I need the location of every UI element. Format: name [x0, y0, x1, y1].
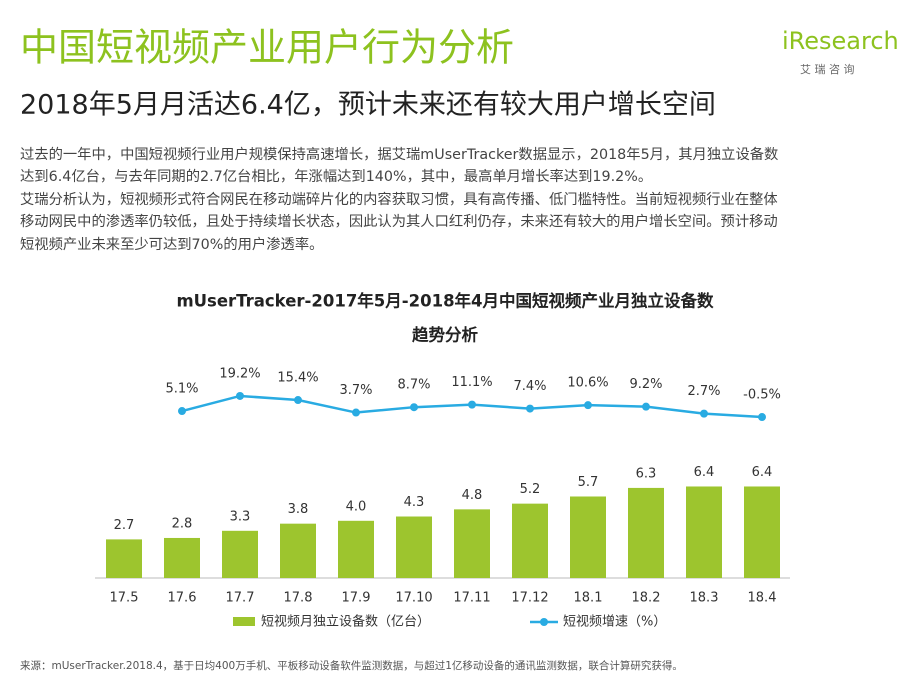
legend-label: 短视频月独立设备数（亿台） — [261, 614, 430, 630]
x-tick-label: 18.4 — [748, 591, 777, 606]
x-tick-label: 17.8 — [284, 591, 313, 606]
data-label: 15.4% — [277, 371, 318, 386]
bar — [628, 487, 664, 578]
line-point — [410, 403, 418, 412]
bar — [106, 539, 142, 578]
line-point — [178, 407, 186, 416]
bar — [744, 486, 780, 578]
x-tick-label: 18.2 — [632, 591, 661, 606]
x-tick-label: 18.1 — [574, 591, 603, 606]
paragraph-line: 过去的一年中，中国短视频行业用户规模保持高速增长，据艾瑞mUserTracker… — [20, 146, 778, 163]
data-label: 9.2% — [629, 377, 662, 392]
data-label: 3.7% — [339, 383, 372, 398]
data-label: 3.3 — [230, 509, 251, 524]
data-label: 5.2 — [520, 482, 541, 497]
legend-swatch — [233, 617, 255, 626]
chart-title: 趋势分析 — [412, 325, 479, 345]
logo: iResearch — [782, 27, 899, 55]
bar — [280, 523, 316, 578]
data-label: 6.4 — [752, 465, 773, 480]
line-point — [642, 402, 650, 411]
data-label: 2.7% — [687, 384, 720, 399]
bar — [686, 486, 722, 578]
slide-subtitle: 2018年5月月活达6.4亿，预计未来还有较大用户增长空间 — [20, 90, 716, 121]
bar — [338, 520, 374, 578]
line-point — [236, 391, 244, 400]
data-label: 19.2% — [219, 366, 260, 381]
bar — [164, 537, 200, 578]
data-label: -0.5% — [743, 388, 781, 403]
data-label: 10.6% — [567, 376, 608, 391]
slide-title: 中国短视频产业用户行为分析 — [20, 26, 514, 70]
bar — [570, 496, 606, 578]
x-tick-label: 17.11 — [453, 591, 490, 606]
data-label: 7.4% — [513, 379, 546, 394]
line-point — [352, 408, 360, 417]
source: 来源：mUserTracker.2018.4，基于日均400万手机、平板移动设备… — [20, 659, 683, 672]
data-label: 4.3 — [404, 495, 425, 510]
data-label: 2.8 — [172, 516, 193, 531]
paragraph-line: 艾瑞分析认为，短视频形式符合网民在移动端碎片化的内容获取习惯，具有高传播、低门槛… — [20, 191, 778, 208]
data-label: 11.1% — [451, 375, 492, 390]
data-label: 4.0 — [346, 499, 367, 514]
paragraph-line: 移动网民中的渗透率仍较低，且处于持续增长状态，因此认为其人口红利仍存，未来还有较… — [20, 212, 778, 230]
data-label: 6.3 — [636, 466, 657, 481]
line-point — [700, 409, 708, 418]
paragraph-line: 达到6.4亿台，与去年同期的2.7亿台相比，年涨幅达到140%，其中，最高单月增… — [20, 168, 652, 185]
data-label: 4.8 — [462, 488, 483, 503]
line-point — [294, 396, 302, 405]
data-label: 8.7% — [397, 378, 430, 393]
paragraph-line: 短视频产业未来至少可达到70%的用户渗透率。 — [20, 236, 323, 253]
legend-label: 短视频增速（%） — [563, 615, 666, 630]
bar — [454, 509, 490, 578]
line-point — [468, 400, 476, 409]
x-tick-label: 17.10 — [395, 591, 432, 606]
bar — [222, 530, 258, 578]
x-tick-label: 17.9 — [342, 591, 371, 606]
data-label: 5.7 — [578, 475, 599, 490]
x-tick-label: 17.6 — [168, 591, 197, 606]
bar — [396, 516, 432, 578]
line-point — [584, 401, 592, 410]
x-tick-label: 18.3 — [690, 591, 719, 606]
line-point — [758, 413, 766, 422]
x-tick-label: 17.7 — [226, 591, 255, 606]
legend-swatch — [540, 618, 548, 626]
logo-sub: 艾 瑞 咨 询 — [800, 62, 855, 76]
data-label: 2.7 — [114, 518, 135, 533]
data-label: 6.4 — [694, 465, 715, 480]
data-label: 3.8 — [288, 502, 309, 517]
line-point — [526, 404, 534, 413]
data-label: 5.1% — [165, 382, 198, 397]
chart-title: mUserTracker-2017年5月-2018年4月中国短视频产业月独立设备… — [176, 291, 714, 311]
x-tick-label: 17.5 — [110, 591, 139, 606]
x-tick-label: 17.12 — [511, 591, 548, 606]
bar — [512, 503, 548, 578]
